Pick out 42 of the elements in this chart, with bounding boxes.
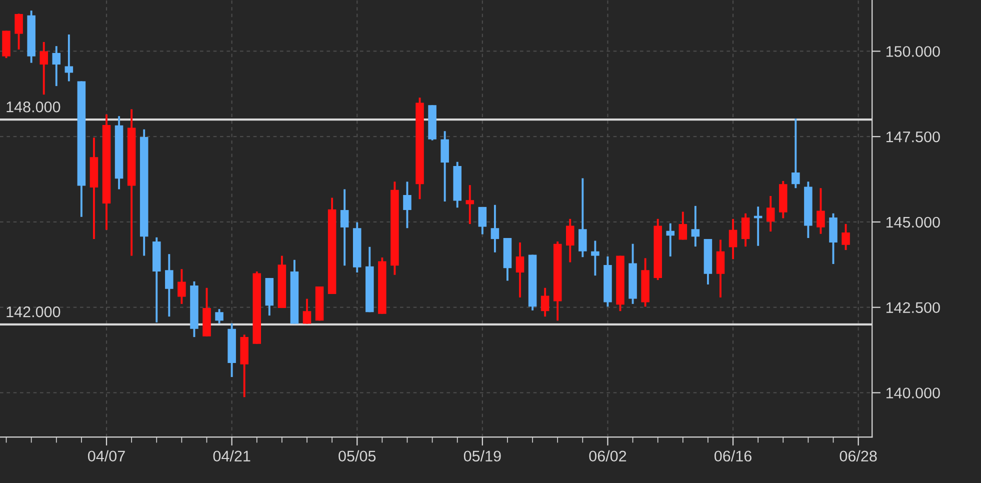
candlestick [215, 308, 224, 324]
candlestick [540, 286, 550, 318]
candlestick [741, 212, 750, 248]
x-tick-label: 06/28 [840, 450, 877, 462]
y-tick-label: 145.000 [886, 216, 940, 228]
candlestick [766, 195, 775, 233]
candlestick [691, 204, 700, 248]
candlestick [578, 177, 587, 258]
candlestick [340, 188, 349, 267]
y-tick-label: 140.000 [886, 388, 940, 398]
candlestick [403, 180, 412, 230]
candlestick [792, 118, 800, 190]
candlestick [842, 223, 850, 251]
candlestick [516, 241, 524, 298]
x-tick-label: 04/07 [88, 450, 125, 462]
candlestick [728, 218, 738, 260]
candlestick [40, 41, 48, 96]
x-tick-label: 04/21 [213, 450, 250, 462]
ref-line-label: 142.000 [6, 306, 60, 318]
candlestick [816, 187, 825, 235]
x-tick-label: 06/02 [589, 450, 626, 462]
candlestick [302, 298, 312, 325]
y-tick-label: 142.500 [886, 302, 940, 314]
candlestick [52, 45, 61, 88]
ref-line-label: 148.000 [6, 102, 60, 112]
candlestick [466, 184, 474, 225]
candlestick [478, 206, 487, 236]
candlestick [666, 222, 675, 258]
candlestick [566, 218, 574, 264]
candlestick [716, 238, 725, 298]
y-tick-label: 150.000 [886, 46, 940, 57]
candlestick [178, 268, 186, 305]
candlestick [165, 253, 174, 318]
x-tick-label: 05/19 [464, 450, 501, 462]
x-tick-label: 06/16 [714, 450, 752, 462]
candlestick [14, 12, 23, 50]
candlestick [591, 240, 600, 277]
candlestick [440, 130, 449, 202]
candlestick [490, 204, 500, 254]
x-tick-label: 05/05 [338, 450, 376, 462]
y-tick-label: 147.500 [886, 131, 940, 142]
candlestick [678, 210, 688, 241]
